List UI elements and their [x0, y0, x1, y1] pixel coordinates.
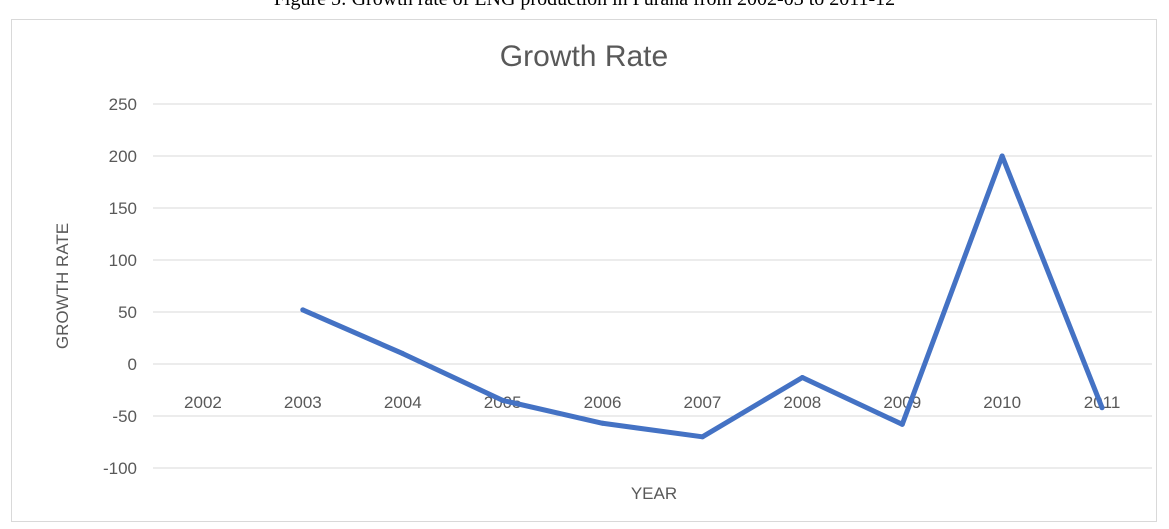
series-layer — [300, 153, 1105, 440]
data-point — [799, 375, 805, 381]
chart-frame — [11, 19, 1157, 522]
y-tick-labels: 250 200 150 100 50 0 -50 -100 — [103, 95, 137, 478]
gridlines — [153, 103, 1152, 469]
chart-title: Growth Rate — [500, 40, 668, 73]
data-point — [1099, 405, 1105, 411]
data-point — [600, 420, 606, 426]
data-point — [500, 397, 506, 403]
y-tick-label: -100 — [103, 459, 137, 478]
data-point — [400, 351, 406, 357]
x-tick-label: 2010 — [983, 393, 1021, 412]
x-tick-label: 2007 — [684, 393, 722, 412]
data-point — [999, 153, 1005, 159]
y-tick-label: 200 — [109, 147, 137, 166]
y-tick-label: 100 — [109, 251, 137, 270]
x-tick-label: 2002 — [184, 393, 222, 412]
x-tick-labels: 2002200320042005200620072008200920102011 — [184, 393, 1120, 412]
y-tick-label: 250 — [109, 95, 137, 114]
y-tick-label: 0 — [128, 355, 137, 374]
y-tick-label: -50 — [112, 407, 137, 426]
y-tick-label: 150 — [109, 199, 137, 218]
figure-caption: Figure 5: Growth rate of LNG production … — [0, 0, 1169, 11]
x-tick-label: 2008 — [783, 393, 821, 412]
y-axis-label: GROWTH RATE — [53, 223, 72, 349]
x-tick-label: 2003 — [284, 393, 322, 412]
y-tick-label: 50 — [118, 303, 137, 322]
data-point — [699, 434, 705, 440]
x-tick-label: 2004 — [384, 393, 422, 412]
data-point — [300, 307, 306, 313]
x-tick-label: 2006 — [584, 393, 622, 412]
x-axis-label: YEAR — [631, 484, 677, 503]
data-point — [899, 421, 905, 427]
